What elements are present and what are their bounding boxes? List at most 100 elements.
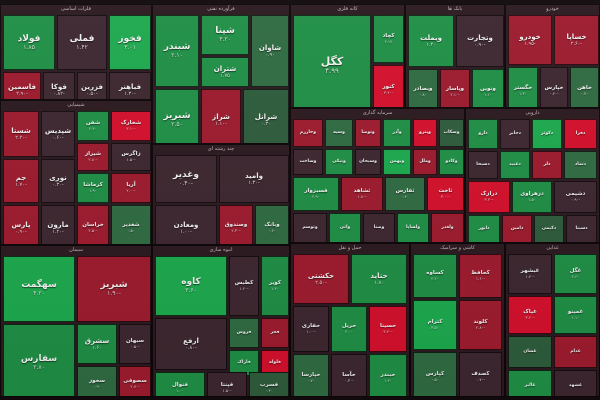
stock-tile[interactable]: فولاد ۱.۸۵ xyxy=(3,15,55,70)
stock-tile[interactable]: فخوز ۳.۰۱ xyxy=(109,15,151,70)
stock-tile[interactable]: حریل ۲.۰۰ xyxy=(331,306,367,352)
stock-tile[interactable]: ونوین ۱.۱۰ xyxy=(472,69,504,107)
stock-tile[interactable]: غگل ۲.۶۰ xyxy=(554,254,597,294)
sector-group[interactable]: فلزات اساسی فولاد ۱.۸۵ فملی ۱.۴۲ فخوز ۳.۰۱ فاسم… xyxy=(0,4,152,100)
stock-tile[interactable]: خگستر ۱.۳۰ xyxy=(508,67,538,107)
sector-group[interactable]: خودرو خودرو -۱.۹۵ خساپا -۲.۶۰ خگستر ۱.۳۰ خپارس -… xyxy=(505,4,600,108)
stock-tile[interactable]: کصدف -۰.۷۰ xyxy=(459,352,502,396)
stock-tile[interactable]: شپدیس -۰.۶۰ xyxy=(41,111,75,157)
stock-tile[interactable]: دامین-۲.۲۰ xyxy=(502,215,532,242)
stock-tile[interactable]: سفارس ۲.۸۰ xyxy=(3,324,75,396)
sector-group[interactable]: فرآورده نفتی شبندر ۲.۱۰ شپنا ۳.۲۰ شتران ۱.۷۵ شا… xyxy=(152,4,290,144)
stock-tile[interactable]: حفاری -۱.۰۰ xyxy=(293,306,329,352)
stock-tile[interactable]: نوری -۰.۳۰ xyxy=(41,159,75,203)
sector-group[interactable]: کاشی و سرامیک کساوه ۲.۲۰ کحافظ -۱.۶۰ کترام ۳.۵… xyxy=(410,243,505,397)
stock-tile[interactable]: وبملت ۱.۴۰ xyxy=(408,15,454,67)
stock-tile[interactable]: فسبزوار ۲.۹۰ xyxy=(293,177,339,211)
stock-tile[interactable]: کلوند -۲.۸۰ xyxy=(459,300,502,350)
stock-tile[interactable]: ونیکی۲.۲۰ xyxy=(325,149,353,175)
stock-tile[interactable]: فروس۰.۶۰ xyxy=(229,318,259,348)
stock-tile[interactable]: شپنا ۳.۲۰ xyxy=(201,15,249,55)
stock-tile[interactable]: شفن ۲.۴۰ xyxy=(77,111,109,141)
stock-tile[interactable]: غپاک -۳.۲۰ xyxy=(508,296,552,334)
stock-tile[interactable]: فوکا -۰.۸۲ xyxy=(43,72,75,99)
stock-tile[interactable]: آریا -۲.۰۰ xyxy=(111,173,151,203)
stock-tile[interactable]: مارون -۱.۲۰ xyxy=(41,205,75,244)
sector-group[interactable]: غذایی غبشهر -۱.۴۰ غگل ۲.۶۰ غپاک -۳.۲۰ غمینو ۱.۱۰… xyxy=(505,243,600,397)
stock-tile[interactable]: کپارس ۰.۵۰ xyxy=(413,352,457,396)
stock-tile[interactable]: وکادو۱.۲۰ xyxy=(439,149,464,175)
stock-tile[interactable]: خراسان -۲.۵۰ xyxy=(77,205,109,244)
stock-tile[interactable]: جم -۱.۷۰ xyxy=(3,159,39,203)
sector-group[interactable]: انبوه سازی کاوه ۳.۶۰ کطبس -۱.۲۰ کویر ۱.۳۰ ارفع -… xyxy=(152,245,290,397)
stock-tile[interactable]: ولساپا۲.۷۰ xyxy=(397,213,429,242)
stock-tile[interactable]: فباهنر -۱.۳۰ xyxy=(109,72,151,99)
sector-group[interactable]: شیمیایی شستا -۲.۲۰ شپدیس -۰.۶۰ شفن ۲.۴۰ شخارک -۳… xyxy=(0,100,152,245)
stock-tile[interactable]: دسینا-۱.۱۰ xyxy=(566,215,597,242)
stock-tile[interactable]: دفرا-۲.۹۰ xyxy=(564,119,597,149)
stock-tile[interactable]: سخوز ۰.۹۰ xyxy=(77,366,117,396)
stock-tile[interactable]: شبریز -۱.۹۰ xyxy=(77,256,151,322)
stock-tile[interactable]: فاراک۲.۴۰ xyxy=(229,350,259,376)
stock-tile[interactable]: وسکاب۰.۳۰ xyxy=(439,119,464,147)
sector-group[interactable]: کانه فلزی کگل ۴.۹۹ کچاد ۲.۱۲ کنور -۳.۴۰ xyxy=(290,4,405,108)
stock-tile[interactable]: فلوله-۳.۱۰ xyxy=(261,350,289,376)
stock-tile[interactable]: کویر ۱.۳۰ xyxy=(261,256,289,316)
stock-tile[interactable]: وبصادر ۰.۸۰ xyxy=(408,69,438,107)
stock-tile[interactable]: حتاید ۱.۸۰ xyxy=(351,254,407,304)
stock-tile[interactable]: وتجارت -۰.۹۰ xyxy=(456,15,504,67)
stock-tile[interactable]: شستا -۲.۲۰ xyxy=(3,111,39,157)
stock-tile[interactable]: وآذر۱.۷۰ xyxy=(383,119,411,147)
stock-tile[interactable]: دکوثر۳.۴۰ xyxy=(532,119,562,149)
stock-tile[interactable]: فنوال ۱.۰۰ xyxy=(155,372,205,396)
stock-tile[interactable]: شبریز ۲.۵۰ xyxy=(155,89,199,143)
stock-tile[interactable]: شتران ۱.۷۵ xyxy=(201,57,249,87)
stock-tile[interactable]: وامید -۱.۳۰ xyxy=(219,155,289,203)
stock-tile[interactable]: وسپه۰.۹۰ xyxy=(325,119,353,147)
stock-tile[interactable]: شیراز -۲.۸۰ xyxy=(77,143,109,171)
stock-tile[interactable]: سصوفی -۲.۷۰ xyxy=(119,366,151,396)
stock-tile[interactable]: سهگمت ۴.۲۰ xyxy=(3,256,75,322)
stock-tile[interactable]: فسرب ۰.۴۰ xyxy=(249,372,289,396)
stock-tile[interactable]: غدام-۲.۳۰ xyxy=(554,336,597,368)
stock-tile[interactable]: وتوسم-۰.۲۰ xyxy=(293,213,327,242)
stock-tile[interactable]: ثشاهد -۱.۸۰ xyxy=(341,177,383,211)
stock-tile[interactable]: وبهمن۳.۱۰ xyxy=(383,149,411,175)
stock-tile[interactable]: دزهراوی ۱.۵۰ xyxy=(512,181,552,213)
stock-tile[interactable]: کرماشا ۱.۹۰ xyxy=(77,173,109,203)
stock-tile[interactable]: وسبحان-۰.۷۰ xyxy=(355,149,381,175)
stock-tile[interactable]: حبندر ۱.۴۰ xyxy=(369,354,407,396)
stock-tile[interactable]: دابور۲.۶۰ xyxy=(468,215,500,242)
stock-tile[interactable]: شبندر ۲.۱۰ xyxy=(155,15,199,87)
stock-tile[interactable]: سبهان -۰.۵۰ xyxy=(119,324,151,364)
stock-tile[interactable]: غالبر۱.۷۰ xyxy=(508,370,552,396)
stock-tile[interactable]: کترام ۳.۵۰ xyxy=(413,300,457,350)
stock-tile[interactable]: کنور -۳.۴۰ xyxy=(373,65,404,107)
stock-tile[interactable]: سشرق ۱.۶۰ xyxy=(77,324,117,364)
stock-tile[interactable]: حسینا -۳.۴۰ xyxy=(369,306,407,352)
stock-tile[interactable]: دارو۱.۹۰ xyxy=(468,119,498,149)
stock-tile[interactable]: خپارس -۰.۴۰ xyxy=(540,67,568,107)
stock-tile[interactable]: دعبید۲.۳۰ xyxy=(500,151,530,179)
stock-tile[interactable]: غشهد-۰.۹۰ xyxy=(554,370,597,396)
stock-tile[interactable]: ثفارس ۰.۴۰ xyxy=(385,177,425,211)
stock-tile[interactable]: دشیمی -۰.۹۰ xyxy=(554,181,597,213)
stock-tile[interactable]: خاهن ۰.۷۰ xyxy=(570,67,599,107)
stock-tile[interactable]: دلر-۱.۷۰ xyxy=(532,151,562,179)
stock-tile[interactable]: خودرو -۱.۹۵ xyxy=(508,15,552,65)
stock-tile[interactable]: حآسا -۰.۳۰ xyxy=(331,354,367,396)
stock-tile[interactable]: ارفع -۰.۸۰ xyxy=(155,318,227,370)
stock-tile[interactable]: شراز -۱.۱۰ xyxy=(201,89,241,143)
sector-group[interactable]: حمل و نقل حکشتی -۲.۵۰ حتاید ۱.۸۰ حفاری -۱.۰۰ حر… xyxy=(290,243,410,397)
stock-tile[interactable]: غبشهر -۱.۴۰ xyxy=(508,254,552,294)
stock-tile[interactable]: دتماد۰.۸۰ xyxy=(564,151,597,179)
sector-group[interactable]: دارویی دارو۱.۹۰دجابر-۱.۳۰دکوثر۳.۴۰دفرا-۲.… xyxy=(465,108,600,243)
sector-group[interactable]: سیمان سهگمت ۴.۲۰ شبریز -۱.۹۰ سفارس ۲.۸۰ سشرق ۱.۶… xyxy=(0,245,152,397)
sector-group[interactable]: بانک ها وبملت ۱.۴۰ وتجارت -۰.۹۰ وبصادر ۰.۸۰ وپا… xyxy=(405,4,505,108)
stock-tile[interactable]: دکیمی۰.۲۰ xyxy=(534,215,564,242)
stock-tile[interactable]: فاسمین -۲.۹۰ xyxy=(3,72,41,99)
stock-tile[interactable]: فجر-۲.۰۰ xyxy=(261,318,289,348)
stock-tile[interactable]: حکشتی -۲.۵۰ xyxy=(293,254,349,304)
stock-tile[interactable]: وبانک ۰.۶۰ xyxy=(255,205,289,244)
stock-tile[interactable]: خساپا -۲.۶۰ xyxy=(554,15,599,65)
